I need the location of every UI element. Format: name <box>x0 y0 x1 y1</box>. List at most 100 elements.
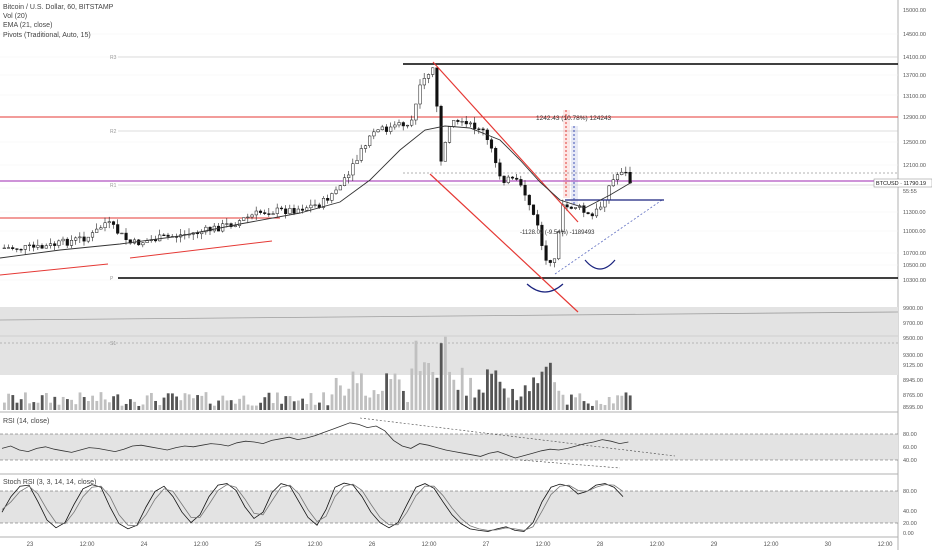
volume-bar <box>616 395 619 410</box>
volume-bar <box>540 371 544 410</box>
stoch-tick-label: 0.00 <box>903 531 914 537</box>
candle <box>141 242 145 246</box>
volume-bar <box>213 405 216 410</box>
stoch-band <box>0 491 898 523</box>
volume-bar <box>158 405 162 410</box>
time-axis[interactable]: 23 12:00 24 12:00 25 12:00 26 12:00 27 12:00 28 12:… <box>27 542 894 548</box>
volume-bar <box>19 399 23 410</box>
volume-bar <box>267 392 271 410</box>
volume-bar <box>246 404 250 410</box>
trendline-2 <box>129 240 273 259</box>
candle <box>116 224 120 234</box>
volume-bar <box>208 403 212 410</box>
volume-bar <box>456 389 460 410</box>
legend-pivots: Pivots (Traditional, Auto, 15) <box>3 31 91 39</box>
candle <box>615 174 620 180</box>
channel-bottom <box>429 173 579 313</box>
volume-bar <box>431 371 435 410</box>
candle <box>250 214 254 218</box>
price-axis[interactable]: 15000.00 14500.00 14100.00 13700.00 13100.00… <box>873 8 932 537</box>
volume-bar <box>410 368 414 410</box>
volume-bar <box>368 397 372 410</box>
candle <box>338 185 342 191</box>
candle <box>506 176 510 183</box>
drawings[interactable]: 1242.43 (10.78%) 124243 -1128.09 (-9.54%)… <box>0 61 664 313</box>
volume-bar <box>271 403 275 410</box>
legend-ema: EMA (21, close) <box>3 22 53 30</box>
volume-bar <box>61 396 65 410</box>
candle <box>292 208 296 214</box>
candle <box>519 179 523 186</box>
volume-ma <box>0 311 899 321</box>
rsi-tick-label: 80.00 <box>903 432 917 438</box>
rsi-band <box>0 434 898 460</box>
volume-bar <box>120 405 124 410</box>
volume-bar <box>523 385 527 410</box>
candle <box>65 238 69 246</box>
candle <box>410 119 414 126</box>
volume-bar <box>99 392 103 410</box>
candle <box>44 245 48 249</box>
horizontal-levels[interactable]: R3 R2 R1 P S1 <box>0 55 898 347</box>
volume-bar <box>570 394 573 410</box>
candle <box>23 245 27 250</box>
volume-bar <box>179 400 183 410</box>
candle <box>258 210 263 213</box>
volume-bar <box>133 401 136 410</box>
volume-bar <box>553 382 556 410</box>
pivot-label: S1 <box>110 341 116 347</box>
volume-bar <box>66 399 69 410</box>
volume-bar <box>469 377 472 410</box>
candle <box>540 224 544 246</box>
volume-bar <box>389 379 393 410</box>
y-tick-label: 8765.00 <box>903 393 923 399</box>
volume-bar <box>255 405 258 410</box>
volume-bar <box>372 390 376 410</box>
volume-bar <box>204 392 208 410</box>
candle <box>27 244 32 247</box>
x-tick-label: 23 <box>27 542 34 548</box>
volume-bar <box>288 396 292 410</box>
volume-bar <box>544 366 548 410</box>
rising-dashed <box>554 199 663 275</box>
candle <box>548 260 552 263</box>
volume-bar <box>91 395 94 410</box>
candle <box>401 122 405 127</box>
candle <box>460 121 464 123</box>
x-tick-label: 28 <box>597 542 604 548</box>
grid <box>0 0 899 550</box>
stoch-rsi-title: Stoch RSI (3, 3, 14, 14, close) <box>3 479 97 486</box>
x-tick-label: 12:00 <box>877 542 893 548</box>
candle <box>393 124 397 128</box>
volume-bars <box>0 307 899 410</box>
arc-right <box>584 259 616 270</box>
volume-bar <box>259 402 262 410</box>
y-tick-label: 10500.00 <box>903 263 926 269</box>
volume-bar <box>402 390 405 410</box>
y-tick-label: 9900.00 <box>903 306 923 312</box>
candle <box>15 248 19 250</box>
stoch-tick-label: 80.00 <box>903 489 917 495</box>
volume-bar <box>460 367 464 410</box>
y-tick-label: 9300.00 <box>903 353 923 359</box>
candle <box>275 207 279 214</box>
candle <box>594 208 599 217</box>
candle <box>300 208 305 211</box>
y-tick-label: 14500.00 <box>903 32 926 38</box>
candle <box>351 163 355 176</box>
volume-bar <box>628 395 632 410</box>
volume-bar <box>276 392 279 410</box>
volume-bar <box>486 369 489 410</box>
candle <box>124 232 128 240</box>
y-tick-label: 8945.00 <box>903 378 923 384</box>
candle <box>447 126 452 143</box>
volume-bar <box>448 371 451 410</box>
candle <box>389 126 393 132</box>
x-tick-label: 29 <box>711 542 718 548</box>
volume-bar <box>171 393 174 410</box>
candle <box>6 247 11 249</box>
volume-bar <box>284 396 288 410</box>
x-tick-label: 24 <box>141 542 148 548</box>
y-tick-label: 12100.00 <box>903 163 926 169</box>
